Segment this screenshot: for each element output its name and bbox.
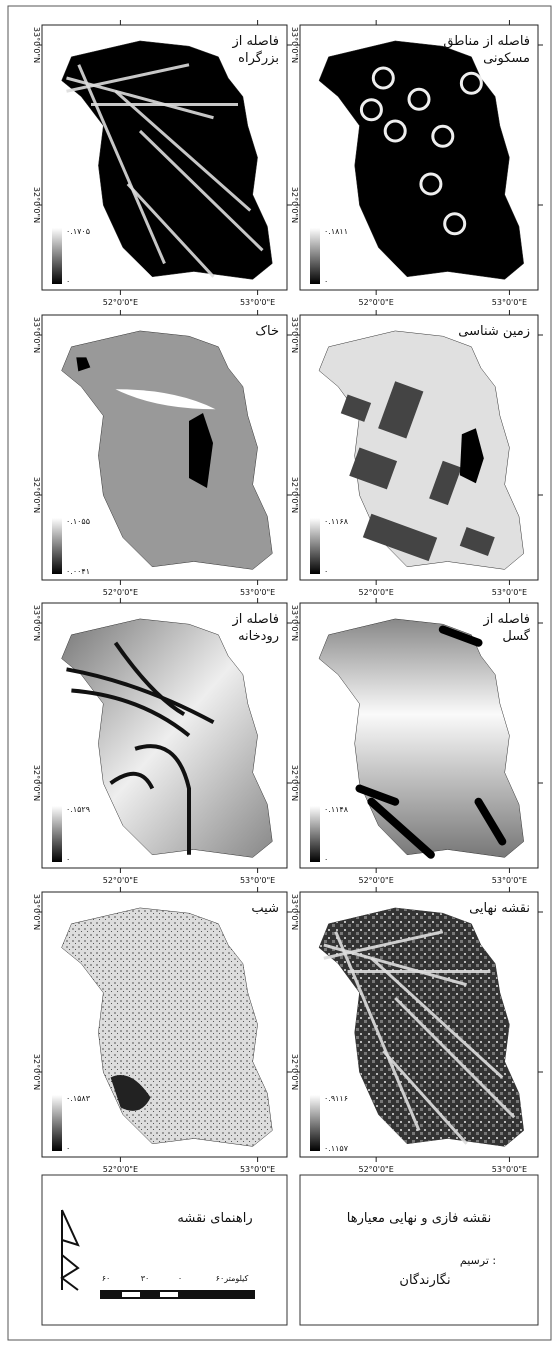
legend-max: ۰.۱۵۲۹	[66, 805, 90, 814]
lat-label: 32°0'0"N	[290, 765, 299, 801]
lon-label: 53°0'0"E	[240, 876, 275, 885]
settlement-buffer	[361, 100, 381, 120]
legend-ramp	[310, 1095, 320, 1151]
lon-label: 52°0'0"E	[103, 876, 138, 885]
lon-label: 52°0'0"E	[103, 588, 138, 597]
map-panel: ۰.۹۱۱۶ ۰.۱۱۵۷ نقشه نهایی 33°0'0"N 32°0'0"N 52…	[290, 887, 543, 1174]
lat-label: 32°0'0"N	[32, 477, 41, 513]
legend-max: ۰.۱۵۸۳	[66, 1094, 91, 1103]
lon-label: 52°0'0"E	[103, 1165, 138, 1174]
figure: راهنمای نقشه ۶۰ ۳۰ ۰ ۶۰کیلومتر نقشه فازی…	[0, 0, 559, 1346]
lat-label: 33°0'0"N	[290, 894, 299, 930]
map-panel: ۰.۱۵۲۹ ۰ فاصله از رودخانه 33°0'0"N 32°0'0"N 52…	[32, 598, 292, 885]
author: نگارندگان	[399, 1272, 450, 1288]
lat-label: 32°0'0"N	[290, 477, 299, 513]
panel-title: گسل	[502, 628, 530, 644]
map-panel: ۰.۱۰۵۵ ۰.۰۰۴۱ خاک 33°0'0"N 32°0'0"N 52°0'0"E 5…	[32, 310, 292, 597]
legend-min: ۰	[66, 855, 70, 864]
panel-title: فاصله از	[231, 34, 279, 49]
lon-label: 53°0'0"E	[492, 876, 527, 885]
lat-label: 33°0'0"N	[32, 894, 41, 930]
lon-label: 53°0'0"E	[492, 588, 527, 597]
legend-box: راهنمای نقشه ۶۰ ۳۰ ۰ ۶۰کیلومتر	[42, 1175, 287, 1325]
legend-max: ۰.۱۱۴۸	[324, 805, 349, 814]
legend-ramp	[52, 228, 62, 284]
panel-title: فاصله از	[231, 612, 279, 627]
settlement-buffer	[445, 214, 465, 234]
settlement-buffer	[409, 89, 429, 109]
lat-label: 32°0'0"N	[32, 1054, 41, 1090]
legend-max: ۰.۱۱۶۸	[324, 517, 349, 526]
legend-ramp	[310, 228, 320, 284]
legend-min: ۰	[66, 1144, 70, 1153]
legend-ramp	[52, 806, 62, 862]
scale-bar	[100, 1290, 255, 1299]
map-panel: ۰.۱۱۴۸ ۰ فاصله ازگسل 33°0'0"N 32°0'0"N 52°0'0…	[290, 598, 543, 885]
scale-label: ۰	[178, 1274, 182, 1283]
legend-min: ۰	[324, 277, 328, 286]
legend-min: ۰	[324, 855, 328, 864]
legend-min: ۰.۰۰۴۱	[66, 567, 90, 576]
panel-title: رودخانه	[238, 629, 279, 644]
legend-max: ۰.۱۰۵۵	[66, 517, 90, 526]
panel-title: زمین شناسی	[458, 324, 530, 339]
lat-label: 32°0'0"N	[32, 765, 41, 801]
lon-label: 52°0'0"E	[103, 298, 138, 307]
lat-label: 33°0'0"N	[290, 605, 299, 641]
caption-title: نقشه فازی و نهایی معیارها	[347, 1211, 491, 1226]
map-panel: ۰.۱۵۸۳ ۰ شیب 33°0'0"N 32°0'0"N 52°0'0"E 53°0'0…	[32, 887, 292, 1174]
settlement-buffer	[373, 68, 393, 88]
lat-label: 33°0'0"N	[32, 605, 41, 641]
legend-max: ۰.۱۷۰۵	[66, 227, 90, 236]
lat-label: 32°0'0"N	[290, 187, 299, 223]
panel-title: بزرگراه	[238, 50, 279, 66]
caption-box: نقشه فازی و نهایی معیارها ترسیم : نگارند…	[300, 1175, 538, 1325]
legend-ramp	[52, 1095, 62, 1151]
drawn-by: ترسیم :	[460, 1254, 496, 1267]
legend-min: ۰	[66, 277, 70, 286]
lon-label: 53°0'0"E	[492, 298, 527, 307]
settlement-buffer	[461, 73, 481, 93]
legend-max: ۰.۱۸۱۱	[324, 227, 348, 236]
lon-label: 53°0'0"E	[492, 1165, 527, 1174]
lon-label: 52°0'0"E	[359, 588, 394, 597]
panel-title: شیب	[251, 901, 279, 916]
box-frame	[300, 1175, 538, 1325]
legend-ramp	[310, 806, 320, 862]
lon-label: 52°0'0"E	[359, 298, 394, 307]
legend-min: ۰.۱۱۵۷	[324, 1144, 349, 1153]
scale-label: ۳۰	[141, 1274, 150, 1283]
settlement-buffer	[421, 174, 441, 194]
legend-min: ۰	[324, 567, 328, 576]
lat-label: 33°0'0"N	[32, 317, 41, 353]
panel-title: فاصله از	[482, 612, 530, 627]
lat-label: 32°0'0"N	[290, 1054, 299, 1090]
legend-max: ۰.۹۱۱۶	[324, 1094, 348, 1103]
legend-title: راهنمای نقشه	[177, 1211, 252, 1226]
scale-label: ۶۰	[102, 1274, 111, 1283]
settlement-buffer	[433, 126, 453, 146]
scale-label: ۶۰کیلومتر	[216, 1274, 249, 1283]
box-frame	[42, 1175, 287, 1325]
map-panel: ۰.۱۸۱۱ ۰ فاصله از مناطق مسکونی 33°0'0"N 32°0'…	[290, 20, 543, 307]
lat-label: 32°0'0"N	[32, 187, 41, 223]
legend-ramp	[310, 518, 320, 574]
panel-title: فاصله از مناطق	[443, 34, 530, 49]
lat-label: 33°0'0"N	[290, 27, 299, 63]
lon-label: 52°0'0"E	[359, 876, 394, 885]
lon-label: 53°0'0"E	[240, 588, 275, 597]
lat-label: 33°0'0"N	[32, 27, 41, 63]
settlement-buffer	[385, 121, 405, 141]
map-panel: ۰.۱۱۶۸ ۰ زمین شناسی 33°0'0"N 32°0'0"N 52°0'0"…	[290, 310, 543, 597]
legend-ramp	[52, 518, 62, 574]
panel-title: نقشه نهایی	[469, 901, 530, 916]
panel-title: مسکونی	[483, 51, 530, 66]
lon-label: 53°0'0"E	[240, 298, 275, 307]
lat-label: 33°0'0"N	[290, 317, 299, 353]
lon-label: 52°0'0"E	[359, 1165, 394, 1174]
panel-title: خاک	[255, 324, 279, 339]
lon-label: 53°0'0"E	[240, 1165, 275, 1174]
